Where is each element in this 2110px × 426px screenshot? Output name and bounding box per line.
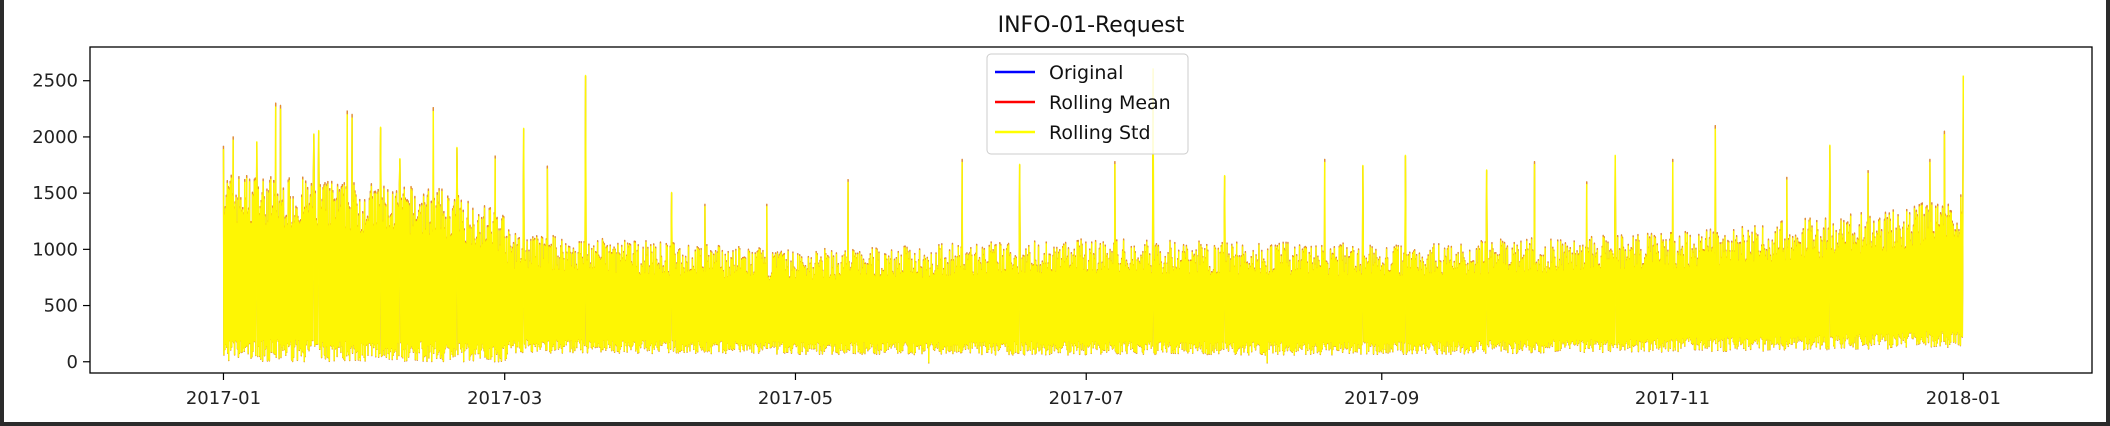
legend-box [986, 53, 1189, 155]
x-tick-label: 2018-01 [1926, 388, 2001, 409]
legend-label: Original [1049, 62, 1123, 84]
plot-frame [89, 46, 2093, 374]
y-axis: 0 500 1000 1500 2000 2500 [32, 71, 90, 373]
chart-title: INFO-01-Request [998, 13, 1185, 38]
x-tick-label: 2017-09 [1344, 388, 1419, 409]
y-tick-label: 2000 [32, 127, 78, 148]
y-tick-label: 1500 [32, 183, 78, 204]
y-tick-label: 500 [44, 296, 78, 317]
line-chart: INFO-01-Request 0 500 1000 1500 2000 2500 201… [32, 13, 2093, 409]
legend-label: Rolling Mean [1049, 92, 1171, 114]
y-tick-label: 1000 [32, 239, 78, 260]
series-rolling-std [222, 68, 1965, 363]
x-tick-label: 2017-11 [1635, 388, 1710, 409]
legend-label: Rolling Std [1049, 122, 1151, 144]
y-tick-label: 2500 [32, 71, 78, 92]
legend: Original Rolling Mean Rolling Std [986, 53, 1189, 155]
figure-frame: INFO-01-Request 0 500 1000 1500 2000 2500 201… [4, 0, 2106, 422]
x-tick-label: 2017-07 [1049, 388, 1124, 409]
x-tick-label: 2017-05 [758, 388, 833, 409]
series-layer [222, 68, 1965, 364]
x-axis: 2017-01 2017-03 2017-05 2017-07 2017-09 2017-… [186, 373, 2001, 409]
y-tick-label: 0 [67, 352, 78, 373]
x-tick-label: 2017-01 [186, 388, 261, 409]
x-tick-label: 2017-03 [467, 388, 542, 409]
